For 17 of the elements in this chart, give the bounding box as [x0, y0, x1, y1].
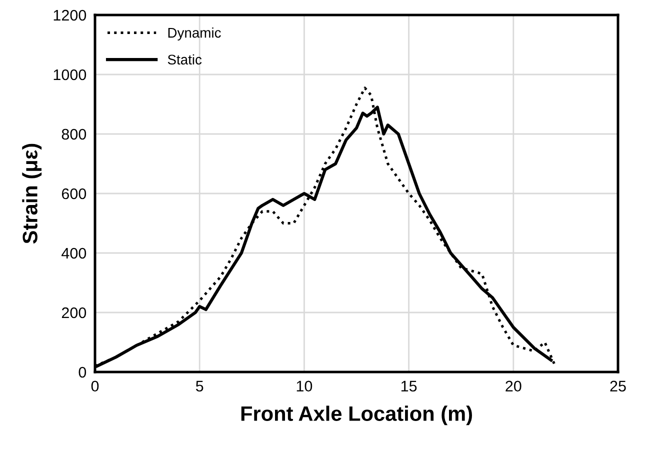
y-tick-label: 1000 — [54, 69, 86, 80]
y-tick-label: 600 — [62, 188, 86, 200]
y-tick-label: 200 — [62, 307, 86, 318]
y-tick-label: 400 — [62, 248, 86, 259]
x-tick-label: 5 — [196, 380, 204, 392]
x-tick-label: 0 — [91, 380, 99, 392]
x-tick-label: 10 — [296, 380, 312, 392]
x-axis-title: Front Axle Location (m) — [241, 406, 472, 426]
x-tick-label: 15 — [401, 380, 417, 392]
y-tick-label: 0 — [78, 366, 86, 378]
legend-label: Dynamic — [168, 28, 221, 40]
x-tick-label: 25 — [610, 380, 626, 392]
x-tick-label: 20 — [506, 380, 522, 392]
y-axis-title: Strain (με) — [22, 144, 42, 244]
y-tick-label: 1200 — [54, 10, 86, 21]
y-tick-label: 800 — [62, 128, 86, 140]
legend-label: Static — [168, 54, 202, 65]
